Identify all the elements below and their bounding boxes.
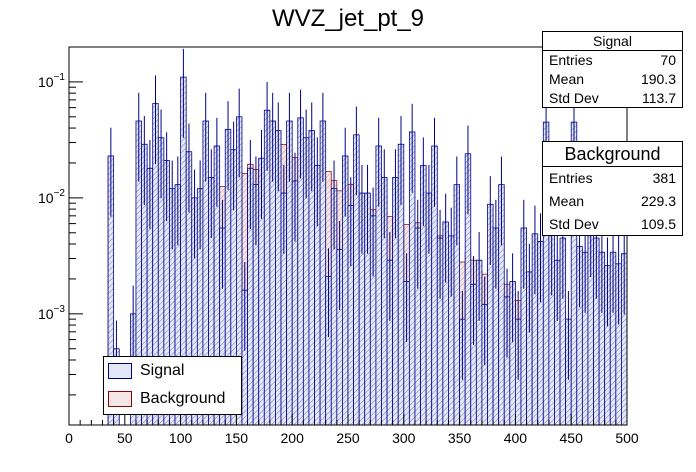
y-tick-base: 10	[38, 190, 54, 206]
y-tick-label: 10−1	[38, 72, 65, 90]
x-tick-label: 200	[281, 430, 305, 446]
stats-signal-mean-row: Mean 190.3	[543, 70, 682, 89]
stats-signal-stddev-label: Std Dev	[549, 90, 599, 106]
stats-signal-stddev-row: Std Dev 113.7	[543, 89, 682, 108]
stats-background-stddev-value: 109.5	[640, 216, 676, 232]
x-tick-label: 50	[117, 430, 133, 446]
stats-signal-entries-row: Entries 70	[543, 51, 682, 70]
stats-background-stddev-row: Std Dev 109.5	[543, 213, 682, 236]
legend-label-signal: Signal	[140, 362, 185, 379]
stats-signal-entries-value: 70	[660, 52, 676, 68]
x-tick-label: 500	[615, 430, 639, 446]
stats-background-stddev-label: Std Dev	[549, 216, 599, 232]
x-tick-label: 450	[560, 430, 584, 446]
stats-background-entries-row: Entries 381	[543, 167, 682, 190]
stats-signal-mean-value: 190.3	[640, 71, 676, 87]
legend-swatch-background	[108, 391, 132, 407]
stats-signal-entries-label: Entries	[549, 52, 593, 68]
y-axis: 10−110−210−3	[38, 46, 83, 396]
stats-background-entries-label: Entries	[549, 170, 593, 186]
stats-signal-title: Signal	[543, 32, 682, 51]
y-tick-base: 10	[38, 306, 54, 322]
legend-item-signal: Signal	[104, 357, 241, 385]
stats-signal-mean-label: Mean	[549, 71, 585, 87]
stats-background-entries-value: 381	[652, 170, 676, 186]
x-axis: 0 50 100 150 200 250 300 350 400 450 500	[65, 414, 639, 446]
signal-error-bars	[110, 48, 625, 410]
stats-signal-stddev-value: 113.7	[642, 90, 676, 106]
stats-box-background: Background Entries 381 Mean 229.3 Std De…	[542, 141, 683, 236]
stats-background-mean-row: Mean 229.3	[543, 190, 682, 213]
legend-item-background: Background	[104, 385, 241, 413]
y-tick-exponent: −3	[54, 304, 66, 315]
y-tick-exponent: −2	[54, 188, 66, 199]
chart-title: WVZ_jet_pt_9	[272, 5, 424, 32]
x-tick-label: 350	[448, 430, 472, 446]
y-tick-label: 10−3	[38, 304, 65, 322]
x-tick-label: 100	[169, 430, 193, 446]
legend-swatch-signal	[108, 363, 132, 379]
legend: Signal Background	[103, 356, 242, 415]
y-tick-base: 10	[38, 74, 54, 90]
legend-label-background: Background	[140, 390, 226, 407]
x-tick-label: 150	[225, 430, 249, 446]
stats-box-signal: Signal Entries 70 Mean 190.3 Std Dev 113…	[542, 31, 683, 108]
y-tick-label: 10−2	[38, 188, 65, 206]
x-tick-label: 0	[65, 430, 73, 446]
x-tick-label: 400	[504, 430, 528, 446]
stats-background-title: Background	[543, 142, 682, 167]
y-tick-exponent: −1	[54, 72, 66, 83]
x-tick-label: 250	[336, 430, 360, 446]
stats-background-mean-label: Mean	[549, 193, 585, 209]
stats-background-mean-value: 229.3	[640, 193, 676, 209]
x-tick-label: 300	[392, 430, 416, 446]
